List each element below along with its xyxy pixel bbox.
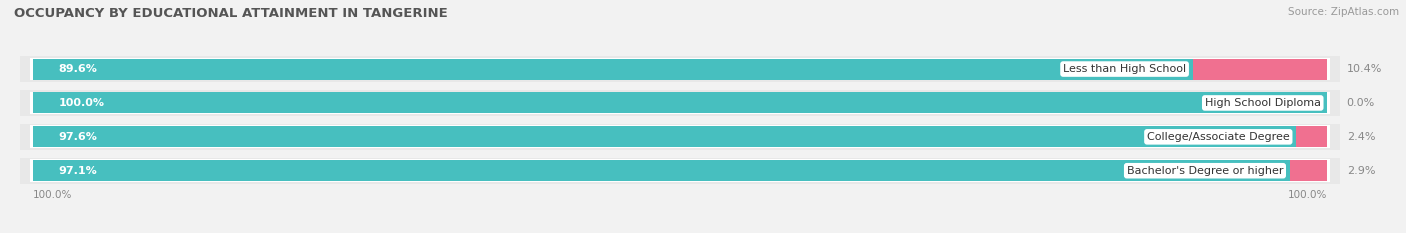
Text: OCCUPANCY BY EDUCATIONAL ATTAINMENT IN TANGERINE: OCCUPANCY BY EDUCATIONAL ATTAINMENT IN T… — [14, 7, 447, 20]
Text: 0.0%: 0.0% — [1347, 98, 1375, 108]
Text: Bachelor's Degree or higher: Bachelor's Degree or higher — [1126, 166, 1284, 176]
Bar — [1289, 160, 1327, 181]
Bar — [20, 56, 1340, 82]
Bar — [32, 160, 1289, 181]
Text: College/Associate Degree: College/Associate Degree — [1147, 132, 1289, 142]
Text: High School Diploma: High School Diploma — [1205, 98, 1320, 108]
Text: 2.9%: 2.9% — [1347, 166, 1375, 176]
Text: 100.0%: 100.0% — [32, 190, 72, 200]
Text: Source: ZipAtlas.com: Source: ZipAtlas.com — [1288, 7, 1399, 17]
Bar — [20, 90, 1340, 116]
Text: 100.0%: 100.0% — [1288, 190, 1327, 200]
Bar — [32, 126, 1296, 147]
Text: 2.4%: 2.4% — [1347, 132, 1375, 142]
Text: 100.0%: 100.0% — [59, 98, 105, 108]
Bar — [32, 58, 1192, 79]
Text: 10.4%: 10.4% — [1347, 64, 1382, 74]
Text: 97.1%: 97.1% — [59, 166, 97, 176]
Bar — [20, 158, 1340, 184]
Bar — [30, 126, 1330, 148]
Text: 89.6%: 89.6% — [59, 64, 97, 74]
Bar — [30, 92, 1330, 114]
Bar — [1296, 126, 1327, 147]
Bar — [30, 159, 1330, 182]
Bar — [1192, 58, 1327, 79]
Bar — [30, 58, 1330, 80]
Bar — [20, 124, 1340, 150]
Bar — [32, 93, 1327, 113]
Text: 97.6%: 97.6% — [59, 132, 97, 142]
Text: Less than High School: Less than High School — [1063, 64, 1187, 74]
